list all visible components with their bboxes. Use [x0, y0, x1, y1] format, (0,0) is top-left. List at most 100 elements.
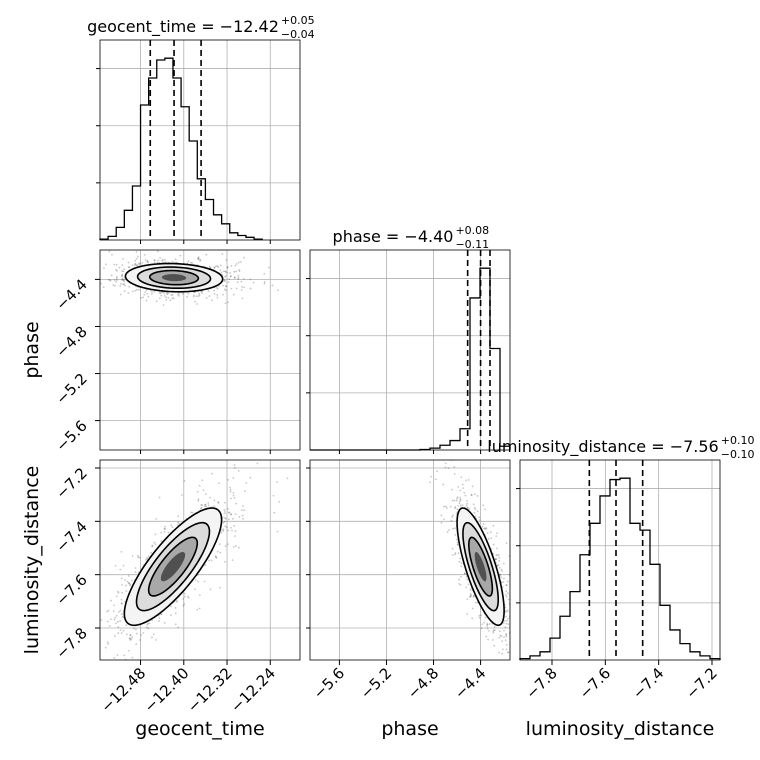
- sample-point: [127, 261, 130, 264]
- sample-point: [121, 273, 124, 276]
- sample-point: [122, 283, 125, 286]
- sample-point: [234, 535, 237, 538]
- sample-point: [104, 646, 107, 649]
- sample-point: [213, 266, 216, 269]
- sample-point: [113, 263, 116, 266]
- sample-point: [191, 511, 194, 514]
- sample-point: [226, 266, 229, 268]
- sample-point: [147, 247, 149, 249]
- sample-point: [505, 595, 508, 598]
- sample-point: [456, 508, 459, 511]
- sample-point: [120, 602, 123, 605]
- y-tick-label: −4.8: [52, 323, 90, 361]
- sample-point: [118, 266, 121, 269]
- sample-point: [130, 638, 133, 641]
- sample-point: [227, 301, 229, 304]
- sample-point: [451, 547, 454, 550]
- y-tick-label: −7.6: [52, 571, 90, 609]
- sample-point: [174, 612, 177, 615]
- sample-point: [156, 261, 159, 264]
- sample-point: [447, 467, 450, 470]
- sample-point: [469, 594, 472, 596]
- sample-point: [131, 290, 134, 293]
- sample-point: [243, 509, 246, 512]
- sample-point: [146, 623, 149, 626]
- sample-point: [456, 496, 459, 498]
- sample-point: [147, 555, 150, 558]
- sample-point: [193, 291, 196, 294]
- sample-point: [232, 491, 235, 494]
- sample-point: [224, 501, 226, 504]
- sample-point: [123, 283, 126, 286]
- sample-point: [453, 499, 456, 502]
- sample-point: [138, 556, 141, 559]
- sample-point: [472, 503, 475, 506]
- sample-point: [464, 572, 466, 575]
- sample-point: [134, 571, 137, 574]
- sample-point: [197, 295, 200, 298]
- sample-point: [466, 502, 469, 505]
- sample-point: [217, 482, 220, 485]
- sample-point: [498, 636, 501, 639]
- sample-point: [214, 556, 217, 558]
- sample-point: [478, 616, 481, 619]
- sample-point: [263, 280, 266, 283]
- sample-point: [225, 274, 227, 277]
- sample-point: [516, 606, 518, 608]
- sample-point: [239, 261, 242, 263]
- sample-point: [218, 543, 221, 546]
- sample-point: [241, 514, 244, 517]
- sample-point: [194, 300, 197, 303]
- sample-point: [507, 617, 509, 620]
- sample-point: [160, 294, 163, 297]
- sample-point: [228, 512, 231, 514]
- title-sub: −0.11: [455, 238, 489, 251]
- sample-point: [224, 271, 227, 273]
- sample-point: [483, 621, 485, 624]
- sample-point: [92, 262, 94, 264]
- sample-point: [500, 635, 503, 638]
- sample-point: [197, 257, 199, 260]
- sample-point: [230, 526, 232, 529]
- panel-background: [310, 250, 510, 450]
- sample-point: [200, 507, 202, 510]
- sample-point: [495, 535, 498, 538]
- sample-point: [249, 476, 252, 479]
- sample-point: [249, 287, 252, 290]
- sample-point: [123, 280, 126, 283]
- sample-point: [263, 272, 266, 275]
- sample-point: [111, 253, 113, 256]
- panel-content: [100, 462, 289, 660]
- sample-point: [276, 530, 279, 533]
- sample-point: [122, 564, 125, 567]
- sample-point: [230, 264, 233, 267]
- sample-point: [500, 680, 502, 682]
- sample-point: [142, 296, 145, 299]
- sample-point: [454, 553, 457, 556]
- sample-point: [175, 600, 178, 603]
- sample-point: [174, 623, 177, 626]
- sample-point: [465, 479, 467, 482]
- sample-point: [120, 632, 123, 634]
- sample-point: [242, 505, 244, 507]
- sample-point: [481, 623, 484, 626]
- sample-point: [108, 279, 111, 281]
- sample-point: [440, 521, 443, 524]
- sample-point: [505, 590, 508, 593]
- sample-point: [466, 578, 469, 581]
- sample-point: [129, 639, 132, 641]
- sample-point: [209, 588, 212, 591]
- y-axis-label-luminosity_distance: luminosity_distance: [21, 466, 43, 655]
- sample-point: [440, 514, 443, 517]
- sample-point: [503, 636, 505, 639]
- sample-point: [164, 528, 166, 530]
- sample-point: [505, 635, 508, 638]
- sample-point: [515, 644, 517, 646]
- sample-point: [224, 560, 226, 563]
- sample-point: [150, 551, 152, 554]
- sample-point: [125, 590, 128, 592]
- sample-point: [163, 294, 166, 297]
- sample-point: [171, 294, 174, 296]
- sample-point: [224, 545, 227, 548]
- sample-point: [97, 280, 99, 282]
